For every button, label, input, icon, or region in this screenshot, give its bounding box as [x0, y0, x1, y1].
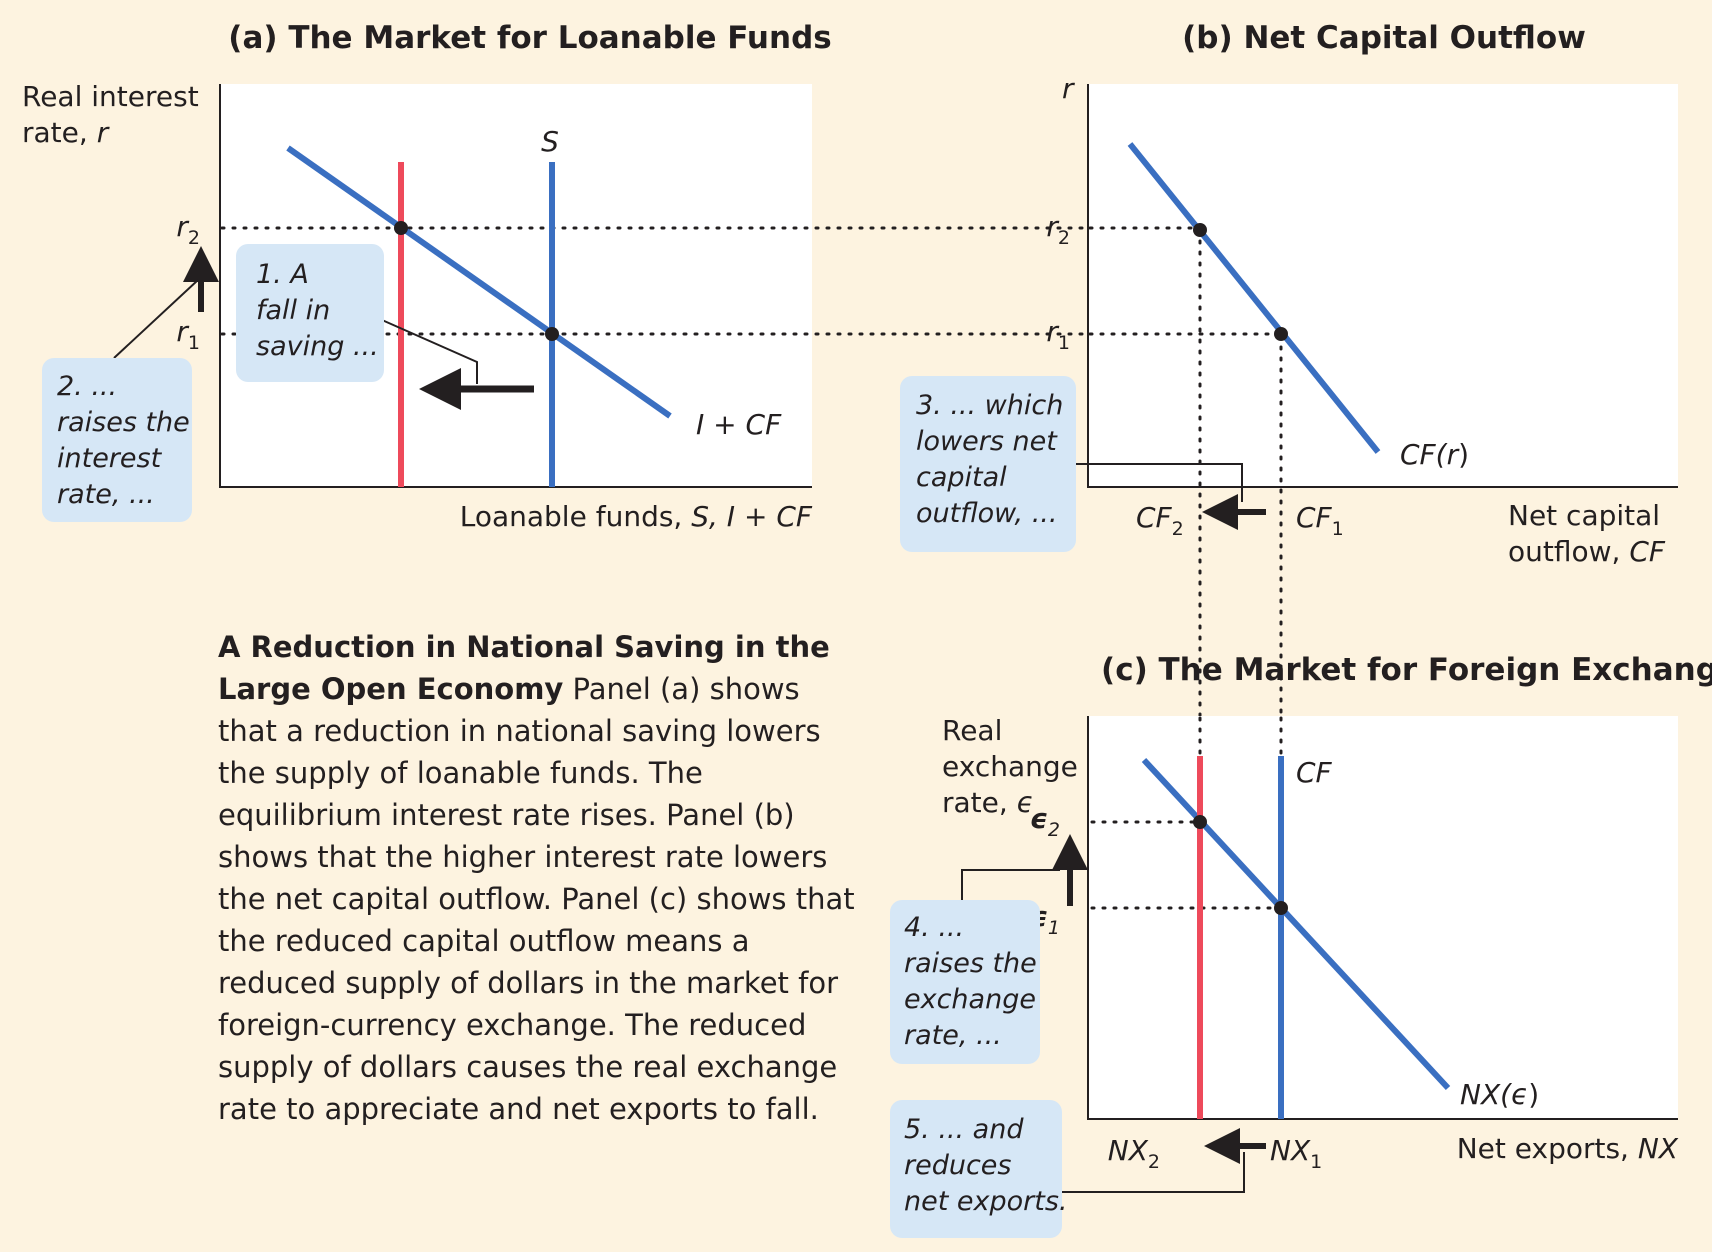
cf-curve-label: CF(r): [1400, 438, 1469, 471]
panel-a: (a) The Market for Loanable Funds Real i…: [22, 20, 1087, 533]
r1-label: r1: [176, 315, 200, 354]
panel-a-y-label-2: rate, r: [22, 116, 110, 149]
capital-outflow-curve: [1127, 142, 1381, 454]
note5-line1: 5. ... and: [904, 1114, 1024, 1145]
investment-demand-curve: [286, 145, 672, 419]
panel-a-y-label-1: Real interest: [22, 80, 199, 113]
panel-c: (c) The Market for Foreign Exchange CF N…: [890, 652, 1712, 1238]
note1-box: [236, 244, 384, 382]
note3-line2: lowers net: [916, 426, 1058, 457]
note5-line3: net exports.: [904, 1186, 1067, 1217]
r2-label: r2: [176, 210, 200, 249]
panel-a-title: (a) The Market for Loanable Funds: [228, 20, 831, 56]
nx2-label: NX2: [1108, 1134, 1160, 1173]
e2-label: ϵ2: [1030, 802, 1060, 841]
caption-title: A Reduction in National Saving in the La…: [218, 630, 830, 706]
note3-box: [900, 376, 1076, 552]
note3-line1: 3. ... which: [916, 390, 1063, 421]
panel-a-x-label: Loanable funds, S, I + CF: [460, 500, 813, 533]
caption-body: Panel (a) shows that a reduction in nati…: [218, 672, 855, 1126]
panel-b-r2-label: r2: [1046, 210, 1070, 249]
note4-line1: 4. ...: [904, 912, 964, 943]
note2-line1: 2. ...: [57, 371, 117, 402]
panel-c-y-label-3: rate, ϵ: [942, 786, 1034, 819]
panel-b-x-label-1: Net capital: [1508, 499, 1660, 532]
note4-line2: raises the: [904, 948, 1037, 979]
note5-leader: [1060, 1152, 1245, 1193]
panel-c-y-label-2: exchange: [942, 750, 1078, 783]
note5-line2: reduces: [904, 1150, 1012, 1181]
note3-line3: capital: [916, 462, 1007, 493]
note3-leader: [1076, 463, 1243, 502]
note2-line2: raises the: [57, 407, 190, 438]
supply-curve-label: S: [541, 125, 559, 158]
e2-point: [1193, 815, 1207, 829]
panel-b-title: (b) Net Capital Outflow: [1182, 20, 1586, 56]
cf-supply-label: CF: [1296, 756, 1333, 789]
initial-equilibrium-point: [545, 327, 559, 341]
nx1-label: NX1: [1270, 1134, 1322, 1173]
e1-point: [1274, 901, 1288, 915]
note2-leader: [113, 279, 199, 359]
cf2-point: [1193, 223, 1207, 237]
note2-box: [42, 358, 192, 522]
panel-b-r1-label: r1: [1046, 315, 1070, 354]
demand-curve-label: I + CF: [696, 408, 782, 441]
note1-line1: 1. A: [256, 259, 309, 290]
note2-line4: rate, ...: [57, 479, 155, 510]
net-exports-curve: [1141, 757, 1451, 1091]
panel-b: (b) Net Capital Outflow r r2 r1 CF(r) CF…: [900, 20, 1678, 910]
panel-c-plot-area: [1088, 716, 1678, 1118]
panel-b-x-label-2: outflow, CF: [1508, 535, 1666, 568]
panel-c-y-label-1: Real: [942, 714, 1002, 747]
cf1-label: CF1: [1296, 501, 1344, 540]
new-equilibrium-point: [394, 221, 408, 235]
note2-line3: interest: [57, 443, 163, 474]
panel-b-y-label: r: [1062, 72, 1075, 105]
panel-b-plot-area: [1088, 84, 1678, 486]
figure-caption: A Reduction in National Saving in the La…: [218, 626, 858, 1130]
panel-c-title: (c) The Market for Foreign Exchange: [1101, 652, 1712, 688]
note3-line4: outflow, ...: [916, 498, 1057, 529]
note1-line2: fall in: [256, 295, 330, 326]
note4-line4: rate, ...: [904, 1020, 1002, 1051]
note4-box: [890, 900, 1040, 1064]
note1-leader: [381, 319, 478, 384]
cf2-label: CF2: [1136, 501, 1184, 540]
panel-c-x-label: Net exports, NX: [1457, 1132, 1679, 1165]
cf1-point: [1274, 327, 1288, 341]
note4-line3: exchange: [904, 984, 1036, 1015]
note1-line3: saving ...: [256, 331, 379, 362]
note4-leader: [961, 869, 1060, 900]
note5-box: [890, 1100, 1062, 1238]
nx-curve-label: NX(ϵ): [1460, 1078, 1539, 1111]
